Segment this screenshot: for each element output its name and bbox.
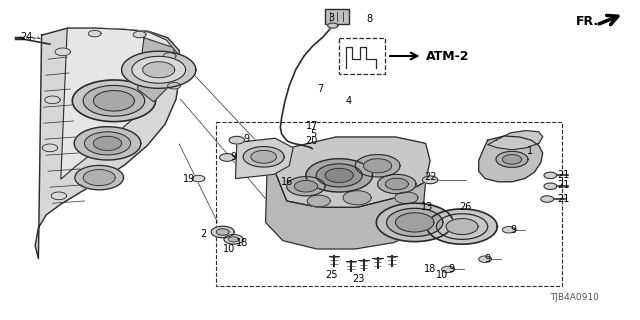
Text: 9: 9 — [230, 152, 237, 162]
Polygon shape — [88, 30, 101, 37]
Polygon shape — [306, 159, 372, 192]
Polygon shape — [216, 229, 229, 235]
Text: 3: 3 — [328, 12, 335, 23]
Text: 9: 9 — [243, 134, 250, 144]
Text: 2: 2 — [200, 228, 207, 239]
Text: 25: 25 — [325, 269, 338, 280]
Polygon shape — [446, 219, 478, 235]
Text: 10: 10 — [435, 269, 448, 280]
Text: 24: 24 — [20, 32, 33, 42]
Polygon shape — [364, 159, 392, 173]
Text: 19: 19 — [182, 173, 195, 184]
Polygon shape — [496, 151, 528, 167]
Polygon shape — [163, 53, 176, 59]
Polygon shape — [51, 192, 67, 200]
Polygon shape — [93, 91, 134, 111]
Text: 4: 4 — [346, 96, 352, 106]
Polygon shape — [236, 138, 293, 179]
Polygon shape — [316, 164, 362, 187]
Polygon shape — [61, 28, 178, 179]
Text: 1: 1 — [527, 146, 533, 156]
Text: 21: 21 — [557, 180, 570, 190]
Polygon shape — [220, 154, 235, 161]
Polygon shape — [83, 170, 115, 186]
Polygon shape — [45, 96, 60, 104]
Text: 23: 23 — [352, 274, 365, 284]
Polygon shape — [168, 83, 180, 89]
Polygon shape — [211, 226, 234, 238]
Polygon shape — [395, 192, 418, 204]
Text: 17: 17 — [306, 121, 319, 132]
Polygon shape — [378, 174, 416, 194]
Polygon shape — [479, 136, 543, 182]
Polygon shape — [55, 48, 70, 56]
Polygon shape — [544, 183, 557, 189]
Text: 9: 9 — [510, 225, 516, 235]
Polygon shape — [132, 56, 186, 83]
Polygon shape — [325, 168, 353, 182]
Text: 26: 26 — [460, 202, 472, 212]
Text: ATM-2: ATM-2 — [426, 50, 469, 62]
Text: 22: 22 — [424, 172, 436, 182]
Text: 13: 13 — [421, 202, 434, 212]
Bar — [325, 9, 349, 24]
Polygon shape — [427, 209, 497, 244]
Text: 5: 5 — [310, 129, 317, 139]
Text: 20: 20 — [305, 136, 318, 146]
Bar — [216, 122, 562, 286]
Polygon shape — [387, 208, 443, 236]
Polygon shape — [133, 31, 146, 38]
Polygon shape — [122, 51, 196, 88]
Text: TJB4A0910: TJB4A0910 — [550, 293, 599, 302]
Bar — [339, 38, 385, 74]
Polygon shape — [268, 137, 430, 207]
Polygon shape — [138, 38, 178, 102]
Polygon shape — [479, 256, 492, 262]
Polygon shape — [422, 176, 438, 184]
Polygon shape — [287, 177, 325, 196]
Polygon shape — [42, 144, 58, 152]
Text: 18: 18 — [424, 264, 436, 274]
Polygon shape — [229, 136, 244, 144]
Polygon shape — [396, 213, 434, 232]
Text: 21: 21 — [557, 194, 570, 204]
Polygon shape — [502, 155, 522, 164]
Text: 10: 10 — [223, 244, 236, 254]
Polygon shape — [376, 203, 453, 242]
Polygon shape — [84, 132, 131, 155]
Polygon shape — [355, 155, 400, 177]
Polygon shape — [72, 80, 156, 122]
Text: 21: 21 — [557, 170, 570, 180]
Text: 18: 18 — [236, 237, 248, 248]
Polygon shape — [35, 28, 180, 259]
Polygon shape — [385, 178, 408, 190]
Text: FR.: FR. — [576, 15, 599, 28]
Polygon shape — [224, 235, 243, 244]
Polygon shape — [266, 153, 426, 249]
Text: 9: 9 — [448, 264, 454, 274]
Text: 9: 9 — [484, 253, 491, 264]
Polygon shape — [228, 237, 239, 242]
Polygon shape — [328, 23, 338, 28]
Polygon shape — [83, 85, 145, 116]
Polygon shape — [307, 195, 330, 207]
Polygon shape — [294, 180, 317, 192]
Polygon shape — [442, 266, 454, 273]
Polygon shape — [488, 131, 543, 150]
Polygon shape — [544, 172, 557, 179]
Text: 7: 7 — [317, 84, 323, 94]
Text: 8: 8 — [367, 13, 373, 24]
Polygon shape — [243, 147, 284, 167]
Polygon shape — [74, 127, 141, 160]
Polygon shape — [251, 150, 276, 163]
Polygon shape — [541, 196, 554, 202]
Text: 16: 16 — [280, 177, 293, 187]
Polygon shape — [502, 227, 515, 233]
Polygon shape — [143, 62, 175, 78]
Polygon shape — [75, 165, 124, 190]
Polygon shape — [192, 175, 205, 182]
Polygon shape — [343, 191, 371, 205]
Polygon shape — [93, 136, 122, 150]
